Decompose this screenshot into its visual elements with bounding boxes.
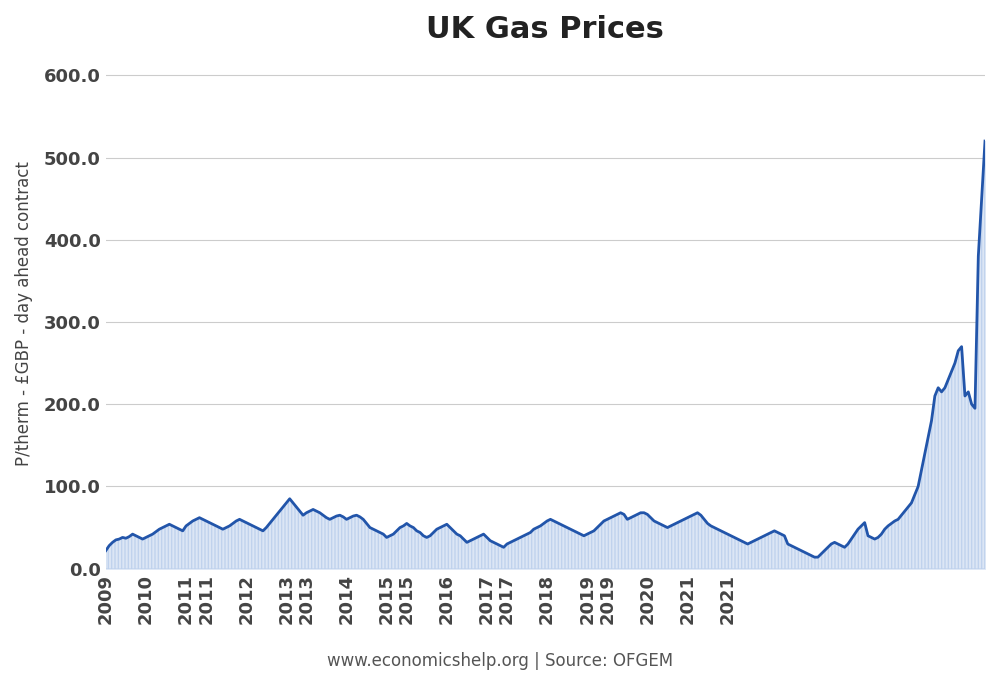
Title: UK Gas Prices: UK Gas Prices xyxy=(426,15,664,44)
Text: www.economicshelp.org | Source: OFGEM: www.economicshelp.org | Source: OFGEM xyxy=(327,652,673,670)
Y-axis label: P/therm - £GBP - day ahead contract: P/therm - £GBP - day ahead contract xyxy=(15,162,33,466)
